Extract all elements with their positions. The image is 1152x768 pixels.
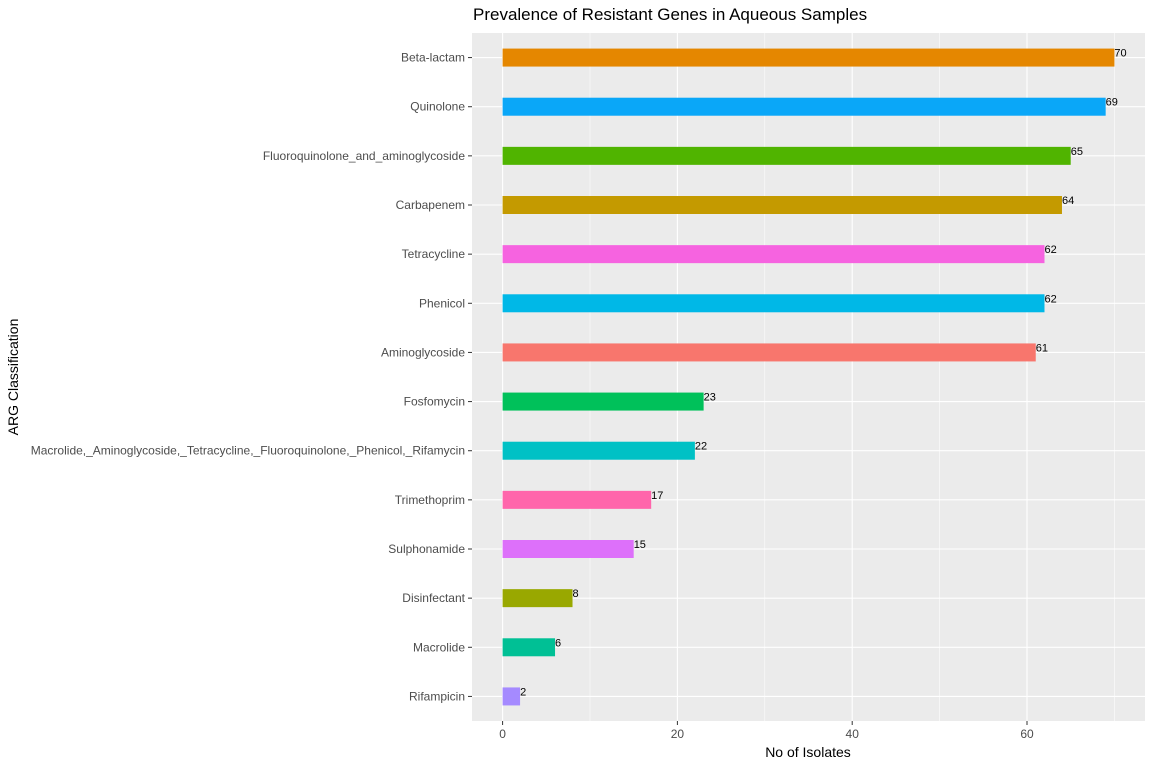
bar — [502, 392, 704, 411]
y-tick-label: Beta-lactam — [401, 51, 465, 65]
chart-title: Prevalence of Resistant Genes in Aqueous… — [473, 5, 867, 24]
data-label: 62 — [1044, 293, 1056, 305]
bar — [502, 245, 1045, 264]
bar — [502, 589, 573, 608]
y-tick-label: Aminoglycoside — [381, 345, 465, 359]
y-tick-label: Trimethoprim — [395, 493, 465, 507]
data-label: 17 — [651, 490, 663, 502]
data-label: 70 — [1114, 48, 1126, 60]
y-tick-label: Fosfomycin — [404, 395, 465, 409]
y-tick-label: Sulphonamide — [388, 542, 465, 556]
data-label: 2 — [520, 686, 526, 698]
bar — [502, 490, 652, 509]
data-label: 64 — [1062, 195, 1074, 207]
y-tick-label: Carbapenem — [396, 198, 465, 212]
y-tick-label: Quinolone — [410, 100, 465, 114]
bar — [502, 294, 1045, 313]
bar — [502, 146, 1071, 165]
data-label: 22 — [695, 441, 707, 453]
plot-panel — [472, 33, 1145, 721]
bar — [502, 343, 1036, 362]
data-label: 61 — [1036, 342, 1048, 354]
y-axis-title: ARG Classification — [5, 319, 21, 436]
bar — [502, 441, 695, 460]
data-label: 62 — [1044, 244, 1056, 256]
y-tick-label: Rifampicin — [409, 689, 465, 703]
y-tick-label: Disinfectant — [402, 591, 465, 605]
bar — [502, 196, 1062, 214]
x-tick-label: 60 — [1020, 727, 1034, 741]
x-axis-title: No of Isolates — [765, 744, 851, 760]
bar — [502, 638, 556, 657]
x-tick-label: 40 — [846, 727, 860, 741]
data-label: 65 — [1071, 146, 1083, 158]
data-label: 69 — [1106, 97, 1118, 109]
y-tick-label: Macrolide,_Aminoglycoside,_Tetracycline,… — [31, 444, 465, 458]
data-label: 8 — [573, 588, 579, 600]
y-tick-labels: Beta-lactam Quinolone Fluoroquinolone_and_… — [31, 51, 472, 703]
data-label: 6 — [555, 637, 561, 649]
x-tick-label: 20 — [671, 727, 685, 741]
bar — [502, 687, 521, 706]
bar — [502, 97, 1106, 116]
y-tick-label: Phenicol — [419, 296, 465, 310]
data-label: 23 — [704, 392, 716, 404]
bar — [502, 48, 1115, 67]
x-tick-labels: 0 20 40 60 — [499, 721, 1034, 741]
y-tick-label: Fluoroquinolone_and_aminoglycoside — [263, 149, 465, 163]
bar — [502, 540, 634, 558]
data-label: 15 — [634, 539, 646, 551]
y-tick-label: Macrolide — [413, 640, 465, 654]
x-tick-label: 0 — [499, 727, 506, 741]
y-tick-label: Tetracycline — [402, 247, 466, 261]
